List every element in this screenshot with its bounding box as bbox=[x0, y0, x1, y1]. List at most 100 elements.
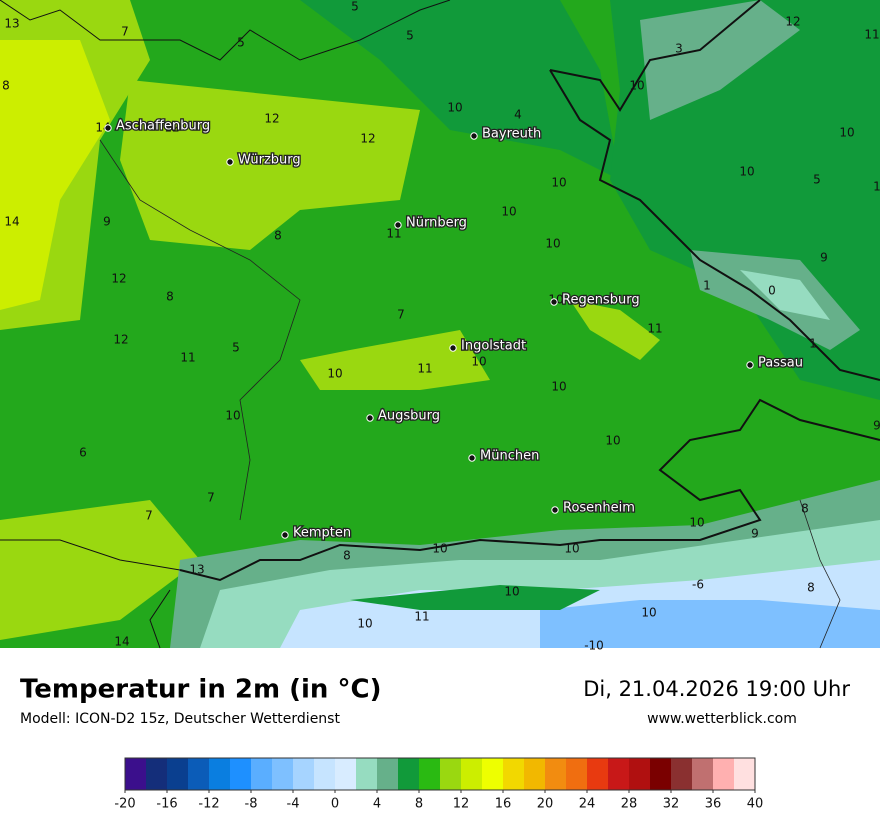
legend-swatch bbox=[608, 758, 630, 790]
map-value: 9 bbox=[873, 419, 880, 433]
map-value: 12 bbox=[164, 121, 179, 135]
city-label: Kempten bbox=[293, 526, 351, 541]
map-value: 3 bbox=[675, 42, 683, 56]
legend-swatch bbox=[167, 758, 189, 790]
legend-tick-label: -20 bbox=[114, 797, 135, 812]
map-value: 10 bbox=[545, 237, 560, 251]
map-value: 10 bbox=[327, 367, 342, 381]
legend-tick-label: 4 bbox=[373, 797, 381, 812]
legend-swatch bbox=[356, 758, 378, 790]
map-value: 12 bbox=[360, 132, 375, 146]
legend-swatch bbox=[692, 758, 714, 790]
color-legend: -20 -16 -12 -8 -4 0 4 8 12 16 20 24 28 32 36 40 bbox=[114, 757, 764, 812]
legend-swatch bbox=[461, 758, 483, 790]
map-value: 1 bbox=[873, 180, 880, 194]
map-value: 10 bbox=[629, 79, 644, 93]
legend-tick-label: -12 bbox=[198, 797, 219, 812]
map-value: 10 bbox=[564, 542, 579, 556]
map-value: 4 bbox=[514, 108, 522, 122]
map-value: 10 bbox=[839, 126, 854, 140]
legend-swatch bbox=[188, 758, 210, 790]
map-value: 7 bbox=[207, 491, 215, 505]
map-value: 5 bbox=[351, 0, 359, 14]
city-label: München bbox=[480, 449, 539, 464]
legend-swatch bbox=[650, 758, 672, 790]
map-value: 8 bbox=[801, 502, 809, 516]
legend-swatch bbox=[335, 758, 357, 790]
city-label: Aschaffenburg bbox=[116, 119, 210, 134]
city-label: Rosenheim bbox=[563, 501, 635, 516]
legend-swatch bbox=[440, 758, 462, 790]
map-value: 10 bbox=[432, 542, 447, 556]
city-dot bbox=[449, 344, 457, 352]
legend-tick-label: 0 bbox=[331, 797, 339, 812]
map bbox=[0, 0, 880, 649]
map-value: 0 bbox=[768, 284, 776, 298]
map-value: 10 bbox=[357, 617, 372, 631]
map-value: 12 bbox=[113, 333, 128, 347]
map-value: 6 bbox=[79, 446, 87, 460]
city-dot bbox=[394, 221, 402, 229]
city-label: Bayreuth bbox=[482, 127, 541, 142]
map-value: 10 bbox=[551, 176, 566, 190]
map-value: 11 bbox=[417, 362, 432, 376]
map-value: 5 bbox=[406, 29, 414, 43]
map-value: 5 bbox=[813, 173, 821, 187]
legend-swatch bbox=[545, 758, 567, 790]
legend-swatch bbox=[314, 758, 336, 790]
legend-swatch bbox=[272, 758, 294, 790]
map-value: 14 bbox=[114, 635, 129, 649]
map-value: 10 bbox=[501, 205, 516, 219]
legend-tick-label: 24 bbox=[579, 797, 596, 812]
legend-tick-label: 20 bbox=[537, 797, 554, 812]
map-value: 5 bbox=[232, 341, 240, 355]
legend-swatch bbox=[419, 758, 441, 790]
legend-tick-label: 8 bbox=[415, 797, 423, 812]
legend-swatch bbox=[209, 758, 231, 790]
map-value: 9 bbox=[751, 527, 759, 541]
legend-swatch bbox=[734, 758, 756, 790]
city-label: Nürnberg bbox=[406, 216, 467, 231]
legend-swatch bbox=[125, 758, 147, 790]
legend-swatch bbox=[482, 758, 504, 790]
map-value: 8 bbox=[2, 79, 10, 93]
legend-tick-label: 32 bbox=[663, 797, 680, 812]
legend-swatch bbox=[566, 758, 588, 790]
city-dot bbox=[550, 298, 558, 306]
map-value: 10 bbox=[447, 101, 462, 115]
legend-tick-label: 40 bbox=[747, 797, 764, 812]
legend-tick-label: 36 bbox=[705, 797, 722, 812]
map-value: -6 bbox=[692, 578, 704, 592]
legend-tick-label: 12 bbox=[453, 797, 470, 812]
city-dot bbox=[468, 454, 476, 462]
map-value: 10 bbox=[471, 355, 486, 369]
map-value: 7 bbox=[121, 25, 129, 39]
legend-swatch bbox=[251, 758, 273, 790]
city-label: Augsburg bbox=[378, 409, 440, 424]
map-value: 12 bbox=[111, 272, 126, 286]
legend-swatch bbox=[524, 758, 546, 790]
map-value: 9 bbox=[820, 251, 828, 265]
map-value: 9 bbox=[103, 215, 111, 229]
legend-swatch bbox=[398, 758, 420, 790]
model-info: Modell: ICON-D2 15z, Deutscher Wetterdie… bbox=[20, 711, 340, 727]
city-label: Passau bbox=[758, 356, 803, 371]
legend-swatch bbox=[146, 758, 168, 790]
map-value: 14 bbox=[4, 215, 19, 229]
legend-tick-label: -8 bbox=[245, 797, 258, 812]
city-dot bbox=[746, 361, 754, 369]
city-label: Regensburg bbox=[562, 293, 640, 308]
city-dot bbox=[226, 158, 234, 166]
map-value: 12 bbox=[785, 15, 800, 29]
city-label: Würzburg bbox=[238, 153, 301, 168]
legend-swatch bbox=[230, 758, 252, 790]
legend-swatch bbox=[671, 758, 693, 790]
map-value: 11 bbox=[647, 322, 662, 336]
legend-swatch bbox=[377, 758, 399, 790]
map-value: 11 bbox=[414, 610, 429, 624]
map-value: 11 bbox=[386, 227, 401, 241]
map-value: 8 bbox=[343, 549, 351, 563]
map-value: 7 bbox=[397, 308, 405, 322]
